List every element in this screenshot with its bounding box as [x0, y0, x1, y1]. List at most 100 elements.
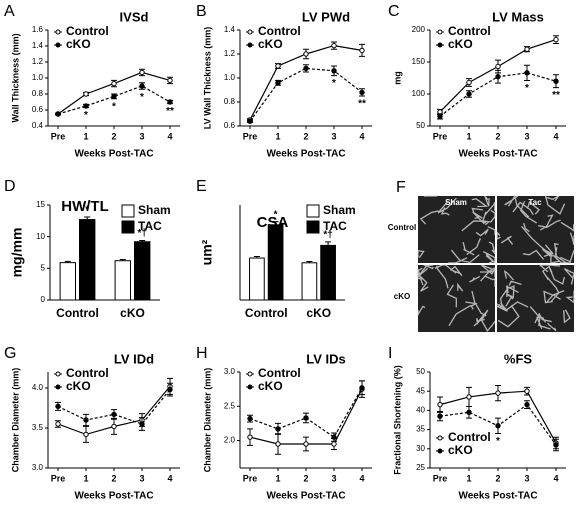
data-point	[83, 431, 89, 438]
legend-label: Control	[448, 430, 491, 444]
bar	[301, 262, 318, 301]
x-tick-label: Control	[56, 306, 99, 320]
x-tick-label: 1	[466, 131, 471, 141]
legend-label: Control	[258, 24, 301, 38]
y-axis-label: LV Wall Thickness (mm)	[202, 27, 212, 130]
data-point	[139, 83, 145, 89]
legend-label: cKO	[448, 443, 473, 457]
x-tick-label: 3	[524, 473, 529, 483]
data-point	[303, 441, 309, 447]
chart-title: LV Mass	[492, 9, 544, 24]
chart-title: HW/TL	[61, 198, 108, 215]
panel-letter: C	[388, 3, 400, 20]
data-point	[247, 415, 253, 422]
legend-marker	[247, 29, 253, 35]
bar	[114, 260, 131, 301]
error-bar	[119, 258, 126, 261]
legend-swatch	[306, 220, 320, 234]
data-point	[495, 390, 501, 396]
y-tick-label: 50	[416, 367, 425, 376]
x-tick-label: 1	[83, 473, 88, 483]
x-tick-label: 3	[331, 473, 336, 483]
y-tick-label: 3.0	[32, 463, 44, 472]
x-tick-label: Control	[245, 306, 288, 320]
significance-mark: **	[166, 106, 174, 117]
panel-letter: E	[196, 178, 207, 195]
y-tick-label: 25	[416, 463, 425, 472]
legend-label: cKO	[258, 37, 283, 51]
y-tick-label: 2.0	[224, 436, 236, 445]
x-tick-label: Pre	[243, 131, 258, 141]
x-tick-label: 1	[275, 131, 280, 141]
x-axis-label: Weeks Post-TAC	[74, 149, 153, 160]
y-tick-label: 3.5	[32, 423, 44, 432]
data-point	[275, 441, 281, 447]
data-point	[495, 63, 501, 70]
legend-label: cKO	[258, 379, 283, 393]
x-tick-label: cKO	[120, 306, 145, 320]
data-point	[247, 118, 253, 124]
data-point	[437, 113, 443, 120]
y-tick-label: 1.2	[224, 49, 236, 58]
data-point	[83, 103, 89, 109]
y-tick-label: 1.0	[224, 73, 236, 82]
legend-marker	[247, 42, 253, 48]
panel-letter: H	[196, 345, 208, 362]
y-tick-label: 150	[412, 57, 426, 66]
x-tick-label: 4	[553, 473, 558, 483]
legend-marker	[437, 435, 443, 441]
micrograph-column-label: Sham	[445, 198, 467, 207]
y-axis-label: mg	[392, 71, 402, 85]
y-tick-label: 0.6	[224, 121, 236, 130]
y-tick-label: 0.6	[32, 105, 44, 114]
data-point	[331, 68, 337, 74]
legend-label: cKO	[66, 379, 91, 393]
data-point	[553, 442, 559, 448]
y-tick-label: 0.8	[32, 89, 44, 98]
legend-swatch	[306, 204, 320, 218]
legend-marker	[55, 29, 61, 35]
y-tick-label: 0.4	[32, 121, 44, 130]
y-tick-label: 200	[412, 25, 426, 34]
legend-label: Control	[66, 24, 109, 38]
y-tick-label: 1.4	[224, 25, 236, 34]
error-bar	[139, 239, 146, 242]
x-tick-label: 4	[359, 473, 364, 483]
panel-letter: I	[388, 345, 392, 362]
data-point	[466, 91, 472, 97]
significance-mark: **	[358, 99, 366, 110]
error-bar	[272, 221, 279, 225]
legend-marker	[247, 384, 253, 390]
data-point	[524, 70, 530, 76]
y-tick-label: 40	[416, 406, 425, 415]
x-tick-label: 2	[111, 131, 116, 141]
data-point	[55, 403, 61, 410]
x-tick-label: 2	[303, 473, 308, 483]
x-axis-label: Weeks Post-TAC	[266, 491, 345, 502]
panel-letter: D	[4, 178, 16, 195]
data-point	[524, 388, 530, 394]
x-tick-label: 3	[139, 131, 144, 141]
y-axis-label: Chamber Diameter (mm)	[10, 368, 20, 473]
significance-mark: *	[112, 101, 116, 112]
cell-borders	[417, 195, 496, 265]
data-point	[167, 77, 173, 84]
panel-letter: F	[396, 179, 406, 196]
series-line	[249, 67, 363, 122]
x-tick-label: Pre	[433, 131, 448, 141]
x-tick-label: 2	[495, 473, 500, 483]
bar	[249, 257, 265, 301]
significance-mark: *†	[137, 228, 146, 239]
data-point	[437, 401, 443, 408]
micrograph-row-label: Control	[388, 223, 416, 232]
bar	[267, 224, 284, 301]
cell-borders	[496, 264, 575, 332]
y-axis-label: Chamber Diameter (mm)	[202, 368, 212, 473]
data-point	[466, 79, 472, 86]
x-tick-label: 1	[466, 473, 471, 483]
data-point	[495, 423, 501, 429]
legend-marker	[55, 371, 61, 377]
data-point	[331, 441, 337, 447]
legend-label: Sham	[138, 203, 171, 217]
data-point	[139, 69, 145, 76]
